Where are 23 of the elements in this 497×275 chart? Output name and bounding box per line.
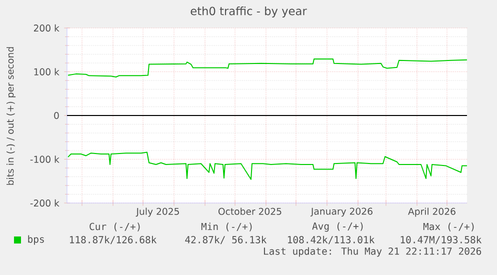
text: Max (-/+)	[423, 222, 474, 232]
text: Cur (-/+)	[90, 222, 140, 232]
y-tick-label: -100 k	[30, 156, 60, 163]
text: 10.47M/193.58k	[400, 236, 482, 244]
y-tick-label: 200 k	[34, 24, 60, 32]
y-tick-label: 0	[54, 112, 59, 120]
text: Last update: Thu May 21 22:11:17 2026	[264, 247, 482, 257]
line-series	[68, 58, 468, 78]
line-series	[68, 152, 468, 180]
text: 108.42k/113.01k	[288, 236, 375, 244]
chart-title: eth0 traffic - by year	[190, 6, 307, 18]
x-tick-label: January 2026	[310, 208, 372, 217]
x-tick-label: October 2025	[218, 208, 282, 215]
y-tick-label: 100 k	[34, 68, 60, 76]
x-tick-label: July 2025	[136, 208, 179, 217]
text: Avg (-/+)	[312, 222, 363, 232]
legend-label: bps	[28, 235, 44, 245]
text: 118.87k/126.68k	[70, 236, 157, 244]
x-tick-label: April 2026	[408, 208, 456, 217]
y-axis-title: bits in (-) / out (+) per second	[6, 47, 16, 185]
text: Min (-/+)	[201, 222, 252, 232]
text: 42.87k/ 56.13k	[185, 236, 267, 244]
y-tick-label: -200 k	[30, 199, 60, 207]
